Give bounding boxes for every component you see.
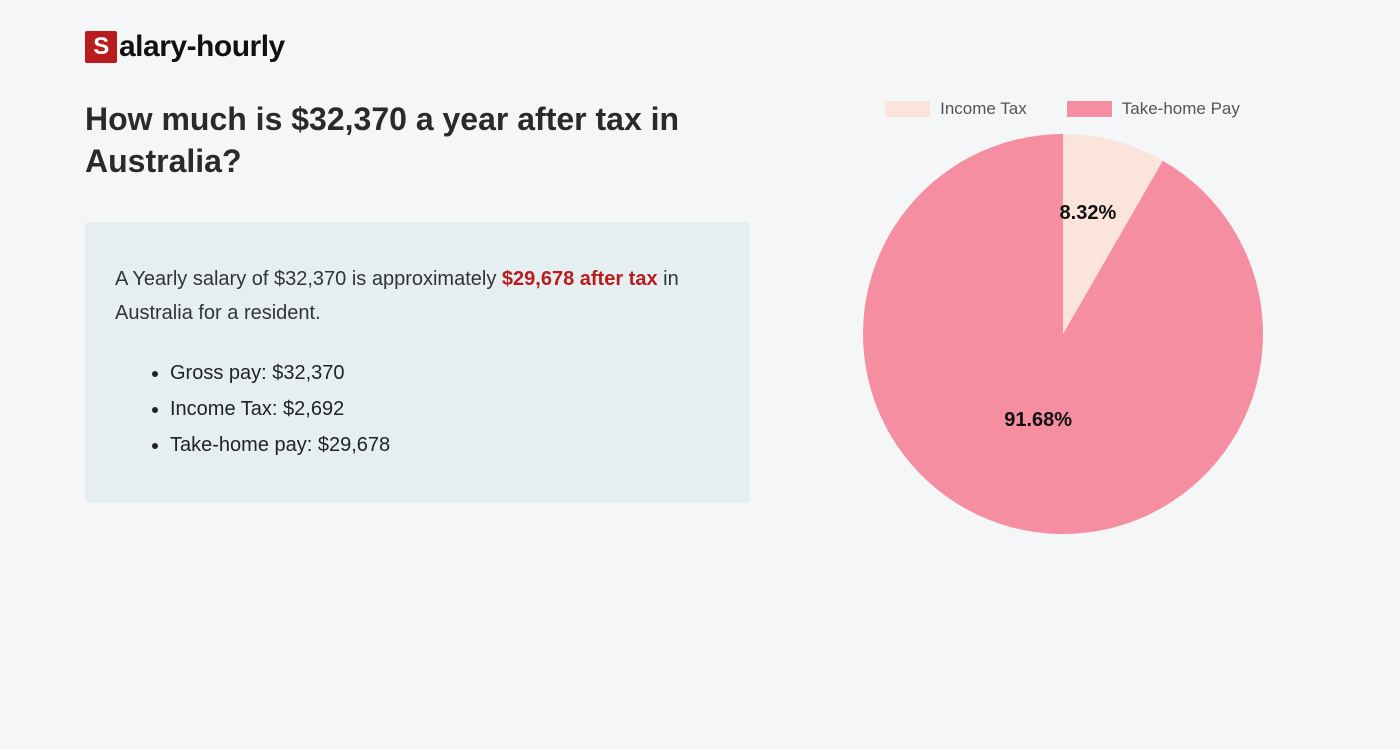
legend-item-income-tax: Income Tax: [885, 99, 1027, 119]
legend-label: Income Tax: [940, 99, 1027, 119]
pie-svg: [863, 134, 1263, 534]
legend-label: Take-home Pay: [1122, 99, 1240, 119]
slice-label-income-tax: 8.32%: [1060, 202, 1117, 225]
content-row: How much is $32,370 a year after tax in …: [85, 99, 1315, 534]
logo-badge: S: [85, 31, 117, 63]
legend-swatch: [1067, 101, 1112, 117]
pie-chart: 8.32% 91.68%: [863, 134, 1263, 534]
slice-label-take-home: 91.68%: [1004, 409, 1072, 432]
legend-item-take-home: Take-home Pay: [1067, 99, 1240, 119]
list-item: Gross pay: $32,370: [170, 355, 720, 391]
summary-prefix: A Yearly salary of $32,370 is approximat…: [115, 268, 502, 290]
chart-column: Income Tax Take-home Pay 8.32% 91.68%: [810, 99, 1315, 534]
legend-swatch: [885, 101, 930, 117]
logo-text: alary-hourly: [119, 30, 285, 64]
site-logo: Salary-hourly: [85, 30, 1315, 64]
text-column: How much is $32,370 a year after tax in …: [85, 99, 750, 534]
summary-sentence: A Yearly salary of $32,370 is approximat…: [115, 262, 720, 330]
summary-box: A Yearly salary of $32,370 is approximat…: [85, 222, 750, 503]
chart-legend: Income Tax Take-home Pay: [810, 99, 1315, 119]
list-item: Take-home pay: $29,678: [170, 427, 720, 463]
summary-highlight: $29,678 after tax: [502, 268, 658, 290]
breakdown-list: Gross pay: $32,370 Income Tax: $2,692 Ta…: [115, 355, 720, 463]
list-item: Income Tax: $2,692: [170, 391, 720, 427]
page-title: How much is $32,370 a year after tax in …: [85, 99, 750, 182]
